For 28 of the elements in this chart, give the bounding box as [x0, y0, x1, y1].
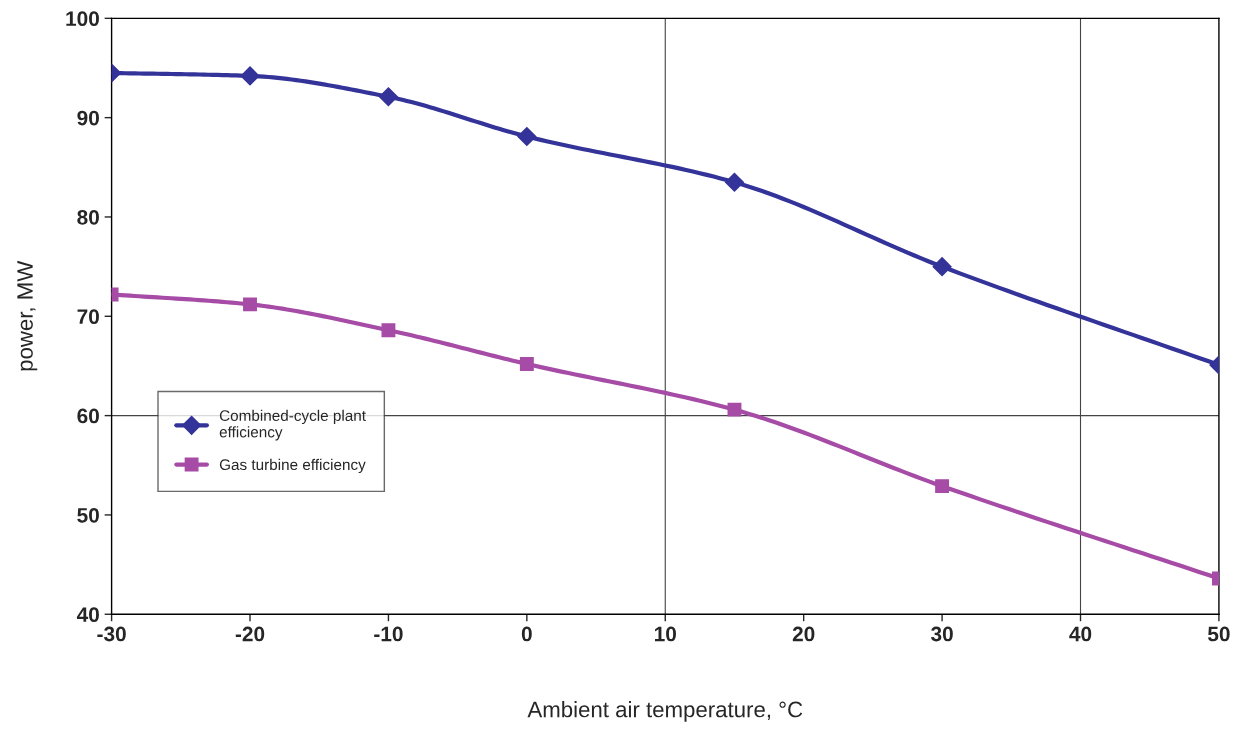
y-tick-label: 40: [76, 607, 99, 623]
y-tick-label: 70: [77, 309, 99, 325]
x-tick-label: 40: [1069, 626, 1092, 642]
x-tick-label: -30: [97, 626, 126, 642]
legend-label: Gas turbine efficiency: [219, 458, 366, 474]
point: [378, 87, 398, 107]
x-tick-label: 30: [930, 626, 953, 642]
point: [381, 323, 396, 338]
y-tick-label: 50: [77, 507, 99, 523]
y-tick-label: 80: [77, 209, 99, 225]
x-tick-label: 10: [654, 626, 676, 642]
x-tick-label: -20: [235, 626, 265, 642]
point: [243, 297, 257, 312]
x-tick-label: 0: [521, 626, 532, 642]
y-tick-label: 60: [77, 408, 99, 424]
point: [724, 172, 745, 192]
point: [519, 357, 534, 371]
y-axis-title: power, MW: [17, 260, 38, 371]
x-tick-label: 50: [1207, 626, 1230, 642]
point: [517, 126, 537, 147]
y-tick-label: 100: [66, 11, 99, 27]
legend-label: Combined-cycle plant efficiency: [219, 409, 366, 441]
point: [240, 66, 260, 86]
point: [727, 402, 742, 417]
x-tick-label: 20: [792, 626, 815, 642]
y-tick-label: 90: [77, 110, 99, 126]
x-axis-title: Ambient air temperature, °C: [527, 701, 803, 722]
x-tick-label: -10: [374, 626, 403, 642]
